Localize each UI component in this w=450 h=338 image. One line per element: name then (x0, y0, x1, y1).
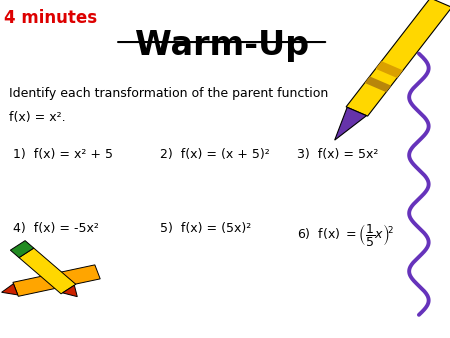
Polygon shape (376, 61, 403, 78)
Text: 5)  f(x) = (5x)²: 5) f(x) = (5x)² (160, 222, 251, 235)
Polygon shape (335, 107, 366, 140)
Text: 4)  f(x) = -5x²: 4) f(x) = -5x² (14, 222, 99, 235)
Text: 1)  f(x) = x² + 5: 1) f(x) = x² + 5 (14, 148, 113, 161)
Text: 4 minutes: 4 minutes (4, 9, 98, 27)
Text: Identify each transformation of the parent function: Identify each transformation of the pare… (9, 87, 328, 100)
Polygon shape (346, 0, 450, 116)
Text: 3)  f(x) = 5x²: 3) f(x) = 5x² (297, 148, 378, 161)
Polygon shape (2, 284, 18, 295)
Text: 6)  f(x) $= \left(\dfrac{1}{5}x\right)^{\!2}$: 6) f(x) $= \left(\dfrac{1}{5}x\right)^{\… (297, 222, 394, 248)
Text: Warm-Up: Warm-Up (135, 29, 309, 62)
Text: f(x) = x².: f(x) = x². (9, 112, 66, 124)
Polygon shape (10, 241, 34, 258)
Text: 2)  f(x) = (x + 5)²: 2) f(x) = (x + 5)² (160, 148, 270, 161)
Polygon shape (364, 76, 391, 92)
Polygon shape (63, 285, 77, 297)
Polygon shape (19, 248, 76, 294)
Polygon shape (13, 265, 100, 296)
